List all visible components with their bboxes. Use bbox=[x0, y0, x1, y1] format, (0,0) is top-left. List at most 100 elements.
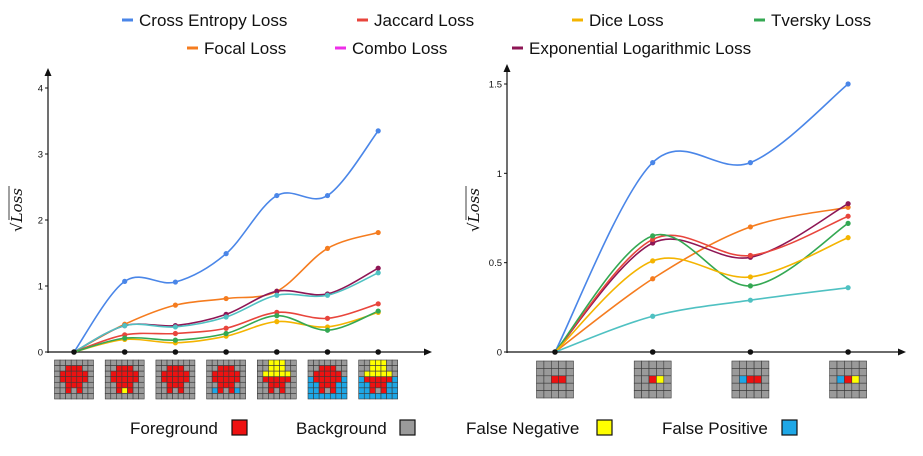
mask-thumbnail bbox=[104, 359, 145, 400]
y-tick-label: 1 bbox=[497, 169, 502, 180]
mask-cell bbox=[858, 390, 867, 399]
y-axis-arrow bbox=[44, 68, 52, 76]
mask-cell bbox=[550, 375, 559, 384]
mask-cell bbox=[550, 360, 559, 369]
mask-thumbnail bbox=[358, 359, 399, 400]
mask-cell bbox=[380, 376, 387, 383]
mask-cell bbox=[189, 381, 196, 389]
mask-cell bbox=[851, 390, 860, 399]
mask-cell bbox=[731, 382, 740, 391]
mask-cell bbox=[76, 381, 83, 389]
mask-cell bbox=[116, 370, 123, 378]
series-line-dice bbox=[554, 236, 849, 353]
mask-cell bbox=[386, 393, 393, 400]
mask-cell bbox=[341, 376, 348, 383]
mask-cell bbox=[217, 387, 224, 394]
mask-cell bbox=[648, 382, 657, 391]
mask-cell bbox=[127, 376, 134, 383]
mask-cell bbox=[313, 387, 320, 394]
mask-cell bbox=[648, 360, 657, 369]
mask-cell bbox=[633, 382, 642, 391]
mask-cell bbox=[104, 387, 112, 394]
mask-cell bbox=[116, 376, 123, 383]
mask-cell bbox=[858, 368, 867, 377]
mask-cell bbox=[155, 393, 162, 400]
mask-cell bbox=[116, 359, 123, 366]
data-point-teal bbox=[375, 270, 381, 276]
mask-cell bbox=[70, 387, 78, 394]
mask-cell bbox=[761, 360, 770, 369]
mask-cell bbox=[738, 360, 747, 369]
mask-cell bbox=[116, 365, 123, 372]
mask-cell bbox=[738, 368, 747, 377]
data-point-jaccard bbox=[650, 236, 656, 243]
mask-cell bbox=[761, 390, 770, 399]
mask-cell bbox=[127, 393, 134, 400]
data-point-cross_entropy bbox=[122, 278, 128, 284]
mask-cell bbox=[753, 390, 762, 399]
mask-cell bbox=[65, 393, 72, 400]
mask-cell bbox=[375, 387, 382, 394]
legend-label: Jaccard Loss bbox=[374, 11, 474, 30]
mask-cell bbox=[82, 359, 89, 366]
mask-cell bbox=[363, 381, 371, 389]
mask-cell bbox=[223, 359, 230, 366]
mask-cell bbox=[228, 387, 235, 394]
mask-cell bbox=[363, 370, 371, 378]
mask-cell bbox=[104, 370, 112, 378]
mask-cell bbox=[290, 381, 297, 389]
data-point-cross_entropy bbox=[172, 279, 178, 285]
mask-cell bbox=[290, 365, 297, 372]
mask-cell bbox=[313, 393, 320, 400]
mask-cell bbox=[363, 359, 371, 366]
legend-item: Dice Loss bbox=[572, 11, 664, 30]
mask-cell bbox=[358, 387, 365, 394]
data-point-teal bbox=[172, 324, 178, 330]
mask-cell bbox=[223, 376, 230, 383]
mask-cell bbox=[183, 381, 190, 389]
mask-cell bbox=[318, 387, 326, 394]
mask-cell bbox=[273, 381, 280, 389]
mask-cell bbox=[844, 368, 853, 377]
mask-cell bbox=[313, 370, 320, 378]
mask-cell bbox=[380, 365, 387, 372]
mask-cell bbox=[161, 393, 168, 400]
mask-cell bbox=[369, 381, 376, 389]
mask-cell bbox=[76, 365, 83, 372]
data-point-tversky bbox=[274, 313, 280, 319]
mask-cell bbox=[324, 393, 331, 400]
mask-cell bbox=[753, 382, 762, 391]
mask-cell bbox=[844, 375, 853, 384]
mask-cell bbox=[851, 368, 860, 377]
mask-thumbnail bbox=[54, 359, 94, 400]
mask-thumbnail bbox=[256, 359, 297, 400]
y-tick-label: 1 bbox=[38, 282, 43, 293]
mask-cell bbox=[391, 387, 399, 394]
mask-cell bbox=[290, 387, 297, 394]
mask-cell bbox=[761, 375, 770, 384]
y-tick-label: 4 bbox=[38, 84, 43, 95]
mask-cell bbox=[132, 370, 139, 378]
data-point-dice bbox=[845, 235, 851, 241]
mask-cell bbox=[127, 387, 134, 394]
key-item: False Positive bbox=[662, 419, 798, 438]
mask-cell bbox=[70, 365, 78, 372]
mask-cell bbox=[375, 381, 382, 389]
data-point-jaccard bbox=[324, 315, 331, 321]
mask-cell bbox=[753, 360, 762, 369]
mask-cell bbox=[738, 382, 747, 391]
mask-cell bbox=[121, 387, 128, 394]
data-point-tversky bbox=[223, 330, 229, 337]
mask-cell bbox=[307, 387, 314, 394]
mask-cell bbox=[335, 387, 342, 394]
mask-cell bbox=[121, 376, 128, 383]
mask-cell bbox=[228, 393, 235, 400]
mask-cell bbox=[70, 359, 78, 366]
mask-cell bbox=[206, 365, 213, 372]
mask-cell bbox=[284, 370, 292, 378]
mask-cell bbox=[391, 393, 399, 400]
mask-cell bbox=[318, 370, 326, 378]
data-point-cross_entropy bbox=[747, 160, 754, 166]
mask-cell bbox=[543, 382, 552, 391]
mask-cell bbox=[65, 381, 72, 389]
